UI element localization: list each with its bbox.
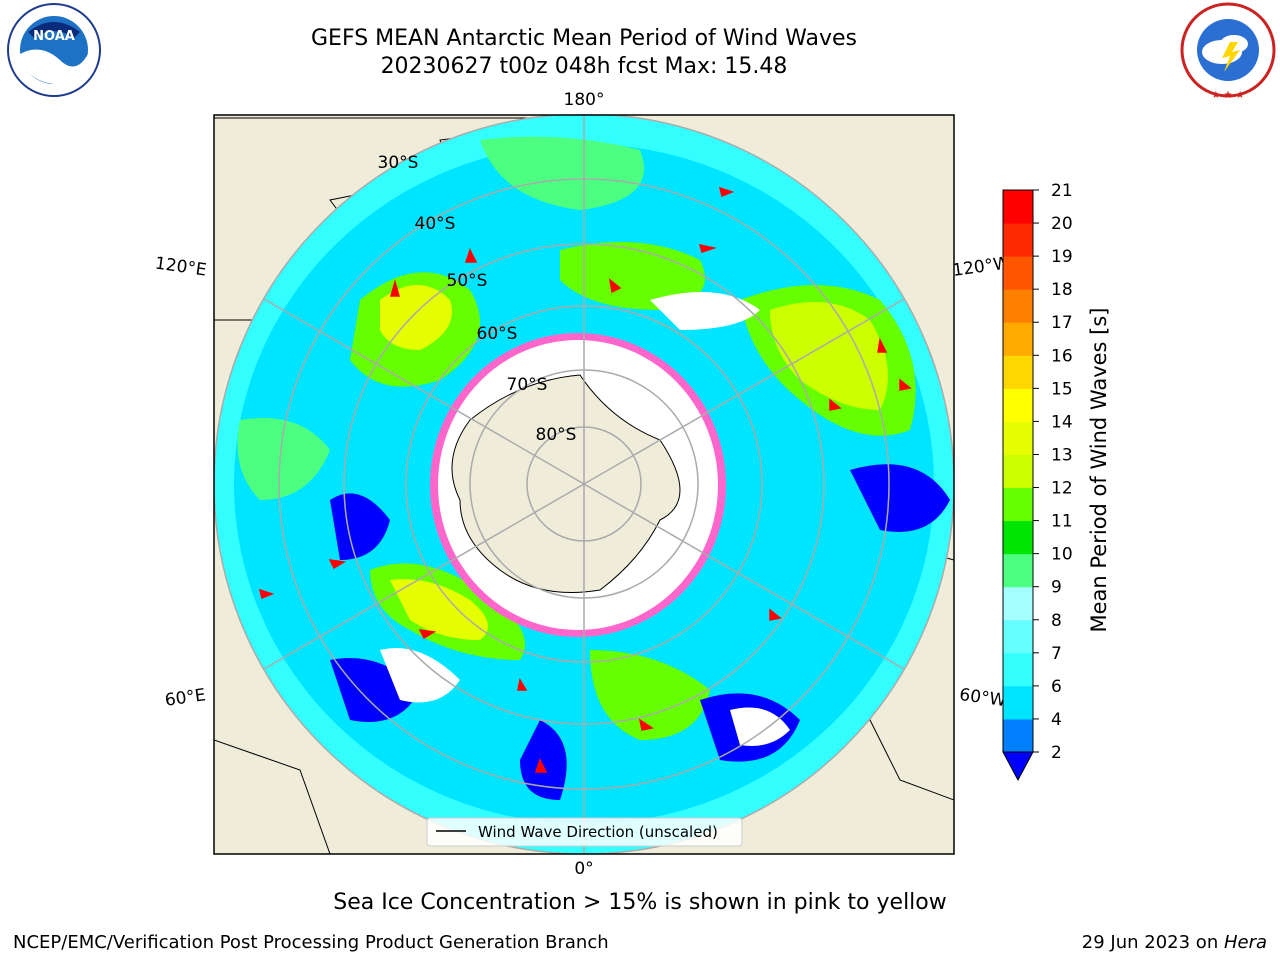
colorbar-tick-label: 19 [1051, 247, 1073, 267]
map-legend: Wind Wave Direction (unscaled) [426, 817, 743, 847]
colorbar-segment [1003, 652, 1033, 687]
colorbar-tick-label: 8 [1051, 611, 1062, 631]
colorbar-tick-label: 4 [1051, 710, 1062, 730]
lon-label-120e: 120°E [154, 254, 208, 281]
lon-label-0: 0° [574, 859, 593, 879]
noaa-logo-icon: NOAA [7, 3, 101, 97]
colorbar-extend-icon [1002, 751, 1034, 782]
colorbar-tick-label: 18 [1051, 280, 1073, 300]
colorbar: 21 20 19 18 17 16 15 14 13 12 11 10 9 8 7 6 4 2 [1002, 181, 1073, 782]
colorbar-segment [1003, 322, 1033, 356]
colorbar-tick-label: 7 [1051, 644, 1062, 664]
colorbar-tick-label: 14 [1051, 412, 1073, 432]
credit-left: NCEP/EMC/Verification Post Processing Pr… [13, 932, 609, 953]
credit-right: 29 Jun 2023 on Hera [1082, 932, 1267, 953]
sea-ice-note: Sea Ice Concentration > 15% is shown in … [333, 890, 947, 915]
colorbar-segment [1003, 454, 1033, 489]
colorbar-tick-label: 15 [1051, 379, 1073, 399]
colorbar-tick-label: 13 [1051, 445, 1073, 465]
colorbar-tick-label: 2 [1051, 743, 1062, 763]
colorbar-tick-label: 20 [1051, 214, 1073, 234]
colorbar-tick-label: 10 [1051, 545, 1073, 565]
colorbar-frame [1002, 189, 1034, 753]
colorbar-segment [1003, 388, 1033, 422]
lat-label-60s: 60°S [477, 324, 518, 344]
lat-label-70s: 70°S [507, 375, 548, 395]
chart-title: GEFS MEAN Antarctic Mean Period of Wind … [311, 26, 857, 51]
colorbar-segment [1003, 586, 1033, 621]
colorbar-tick-label: 21 [1051, 181, 1073, 201]
lat-label-30s: 30°S [378, 153, 419, 173]
colorbar-segment [1003, 223, 1033, 257]
colorbar-segment [1003, 355, 1033, 389]
svg-text:★ ★ ★: ★ ★ ★ [1211, 90, 1244, 101]
lat-label-80s: 80°S [536, 425, 577, 445]
graticule [214, 115, 954, 854]
lon-label-180: 180° [564, 90, 605, 110]
colorbar-tick-label: 6 [1051, 677, 1062, 697]
colorbar-segment [1003, 256, 1033, 290]
lat-label-50s: 50°S [447, 271, 488, 291]
colorbar-segment [1003, 619, 1033, 654]
legend-label: Wind Wave Direction (unscaled) [478, 823, 718, 841]
colorbar-segment [1003, 190, 1033, 224]
credit-host: Hera [1223, 932, 1267, 953]
lon-label-60w: 60°W [958, 685, 1007, 711]
colorbar-segment [1003, 421, 1033, 455]
colorbar-segment [1003, 685, 1033, 720]
nws-logo-icon: ★ ★ ★ [1180, 2, 1276, 101]
lon-label-120w: 120°W [951, 253, 1011, 281]
colorbar-tick-label: 9 [1051, 578, 1062, 598]
colorbar-segment [1003, 553, 1033, 588]
colorbar-tick-label: 11 [1051, 512, 1073, 532]
colorbar-tick-label: 12 [1051, 479, 1073, 499]
lat-label-40s: 40°S [415, 214, 456, 234]
colorbar-segment [1003, 718, 1033, 753]
credit-date: 29 Jun 2023 on [1081, 932, 1224, 953]
chart-subtitle: 20230627 t00z 048h fcst Max: 15.48 [380, 54, 788, 79]
colorbar-segment [1003, 289, 1033, 323]
map-frame [213, 114, 955, 855]
colorbar-segment [1003, 520, 1033, 555]
colorbar-label: Mean Period of Wind Waves [s] [1087, 308, 1111, 633]
wave-direction-arrows [258, 186, 912, 773]
colorbar-tick-label: 17 [1051, 313, 1073, 333]
noaa-logo-text: NOAA [33, 29, 75, 44]
colorbar-tick-label: 16 [1051, 346, 1073, 366]
colorbar-segment [1003, 487, 1033, 522]
lon-label-60e: 60°E [164, 685, 207, 710]
